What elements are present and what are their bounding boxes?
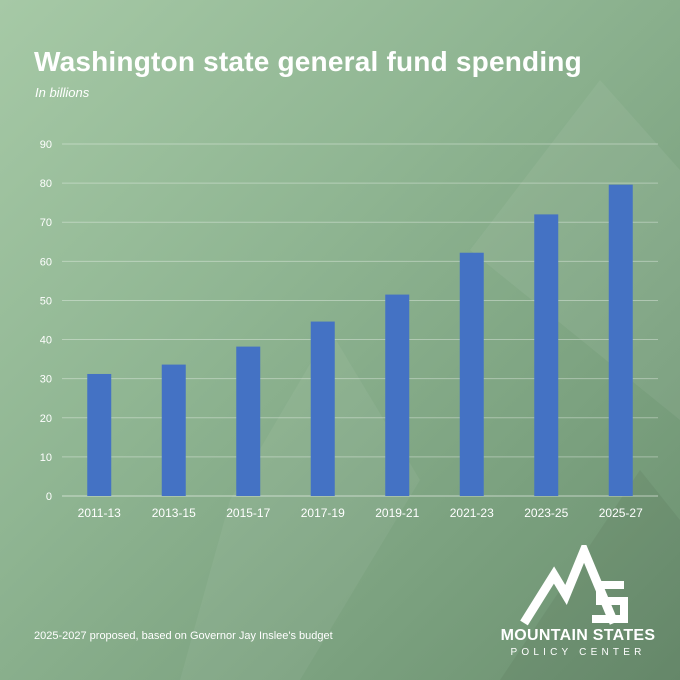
- footnote: 2025-2027 proposed, based on Governor Ja…: [34, 630, 333, 642]
- bar: [236, 346, 261, 496]
- logo-name: MOUNTAIN STATES: [500, 627, 656, 644]
- y-tick-label: 20: [40, 413, 52, 425]
- chart-title: Washington state general fund spending: [34, 46, 582, 77]
- x-tick-label: 2021-23: [450, 506, 494, 520]
- chart-subtitle: In billions: [35, 85, 90, 100]
- x-tick-label: 2023-25: [524, 506, 568, 520]
- bar: [534, 214, 559, 496]
- y-tick-label: 80: [40, 178, 52, 190]
- y-tick-label: 60: [40, 256, 52, 268]
- y-tick-label: 0: [46, 491, 52, 503]
- y-tick-label: 50: [40, 295, 52, 307]
- bar: [385, 294, 410, 496]
- x-tick-label: 2011-13: [78, 506, 121, 520]
- bar: [608, 184, 633, 497]
- bar: [161, 364, 186, 496]
- y-tick-label: 40: [40, 335, 52, 347]
- bar: [310, 321, 335, 496]
- bar: [87, 373, 112, 496]
- x-tick-label: 2025-27: [599, 506, 643, 520]
- x-tick-label: 2015-17: [226, 506, 270, 520]
- y-tick-label: 90: [40, 139, 52, 151]
- y-tick-label: 10: [40, 452, 52, 464]
- y-tick-label: 30: [40, 374, 52, 386]
- x-tick-label: 2013-15: [152, 506, 196, 520]
- mountain-states-logo-icon: [520, 545, 628, 626]
- y-tick-label: 70: [40, 217, 52, 229]
- bar: [459, 252, 484, 496]
- x-tick-label: 2019-21: [375, 506, 419, 520]
- logo-subtitle: POLICY CENTER: [510, 647, 646, 658]
- x-tick-label: 2017-19: [301, 506, 345, 520]
